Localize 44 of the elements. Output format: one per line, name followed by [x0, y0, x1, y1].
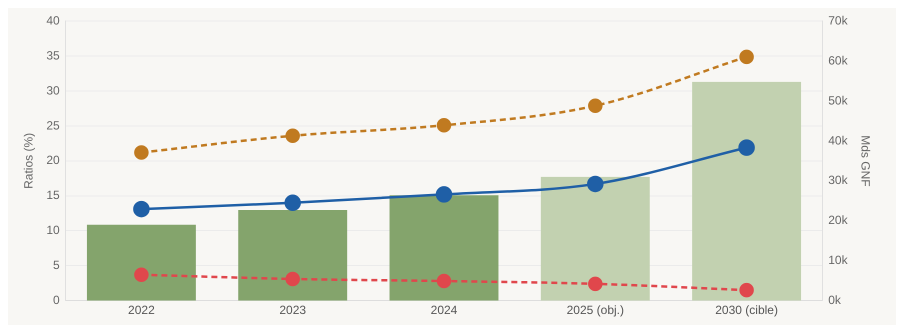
y2-tick-label: 30k: [828, 173, 849, 188]
point: [436, 118, 452, 133]
y-tick-label: 35: [46, 48, 60, 62]
point: [436, 274, 452, 288]
y-tick-label: 25: [46, 118, 60, 132]
bar: [390, 195, 498, 301]
y2-tick-label: 50k: [828, 93, 849, 108]
y2-tick-label: 20k: [828, 213, 849, 228]
y-tick-label: 0: [53, 292, 60, 307]
y-axis-title: Ratios (%): [22, 132, 36, 189]
point: [739, 50, 754, 64]
y-tick-label: 30: [46, 83, 60, 98]
point: [134, 145, 149, 160]
point: [588, 276, 603, 292]
x-tick-label: 2025 (obj.): [566, 303, 624, 318]
y2-tick-label: 10k: [828, 253, 849, 267]
y2-tick-label: 0k: [828, 292, 842, 307]
y2-tick-label: 40k: [828, 133, 849, 148]
point: [285, 128, 300, 144]
point: [739, 282, 754, 298]
point: [738, 139, 755, 156]
bar: [238, 210, 348, 301]
y-tick-label: 40: [46, 14, 60, 28]
point: [284, 194, 301, 212]
bar: [692, 82, 802, 301]
y2-axis-title: Mds GNF: [858, 135, 872, 187]
point: [134, 268, 149, 282]
point: [133, 200, 150, 218]
x-tick-label: 2022: [128, 303, 156, 318]
x-tick-label: 2030 (cible): [715, 303, 778, 318]
bar: [540, 176, 650, 301]
x-tick-label: 2023: [279, 303, 306, 318]
point: [285, 272, 300, 286]
point: [436, 186, 452, 203]
point: [588, 98, 603, 113]
y2-tick-label: 70k: [828, 14, 849, 28]
y2-tick-label: 60k: [828, 53, 849, 68]
point: [587, 176, 604, 192]
y-tick-label: 10: [46, 223, 60, 238]
y-tick-label: 20: [46, 153, 60, 168]
bar: [86, 224, 196, 301]
y-tick-label: 15: [46, 188, 60, 202]
y-tick-label: 5: [53, 258, 60, 272]
x-tick-label: 2024: [430, 303, 458, 318]
